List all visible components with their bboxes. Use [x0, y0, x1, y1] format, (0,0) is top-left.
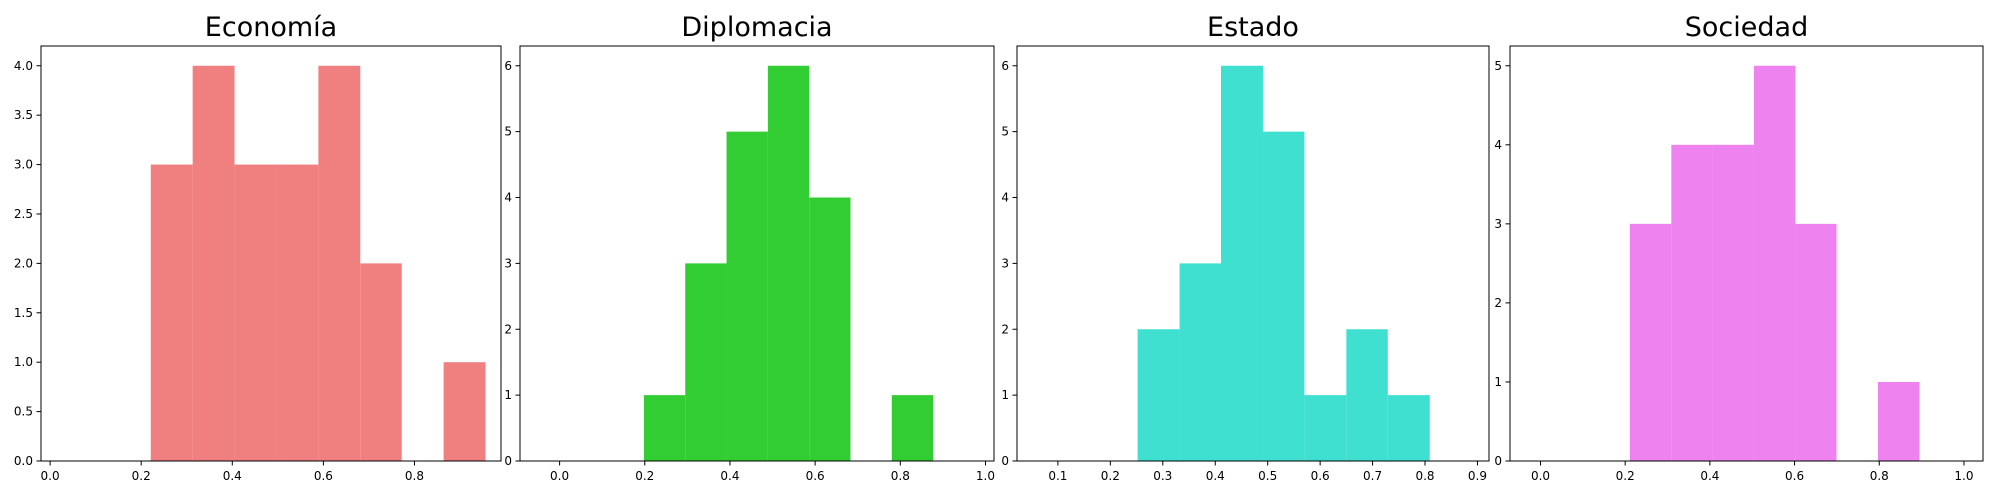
- bar: [1137, 329, 1180, 461]
- x-tick-label: 0.7: [1363, 469, 1382, 483]
- y-tick-label: 4: [1494, 138, 1502, 152]
- x-tick-label: 0.3: [1153, 469, 1172, 483]
- y-tick-label: 1: [504, 388, 512, 402]
- bar: [1221, 65, 1263, 461]
- x-tick-label: 0.6: [806, 469, 825, 483]
- x-tick-label: 0.1: [1048, 469, 1067, 483]
- chart-title: Sociedad: [1685, 12, 1808, 43]
- x-tick-label: 0.4: [720, 469, 739, 483]
- bar: [726, 131, 768, 461]
- bar: [318, 65, 361, 461]
- axes-frame: [519, 45, 995, 462]
- y-tick-label: 3: [1001, 256, 1009, 270]
- y-tick-label: 6: [504, 59, 512, 73]
- x-tick-label: 0.4: [1700, 469, 1719, 483]
- y-tick-label: 3.0: [14, 158, 33, 172]
- y-tick-label: 2: [1001, 322, 1009, 336]
- x-tick-label: 0.4: [1206, 469, 1225, 483]
- x-tick-label: 0.0: [41, 469, 60, 483]
- y-tick-label: 1: [1001, 388, 1009, 402]
- x-tick-label: 0.8: [1415, 469, 1434, 483]
- y-tick-label: 5: [1494, 59, 1502, 73]
- x-tick-label: 0.2: [1101, 469, 1120, 483]
- y-tick-label: 5: [504, 125, 512, 139]
- y-tick-label: 2.0: [14, 256, 33, 270]
- bar: [1304, 395, 1347, 461]
- y-tick-label: 0.5: [14, 405, 33, 419]
- axes-frame: [40, 45, 502, 462]
- x-tick-label: 0.8: [1870, 469, 1889, 483]
- bar: [443, 362, 486, 461]
- bar: [1877, 381, 1920, 461]
- chart-title: Diplomacia: [681, 12, 832, 43]
- x-tick-label: 0.6: [1311, 469, 1330, 483]
- bar: [276, 164, 319, 462]
- y-tick-label: 1: [1494, 375, 1502, 389]
- bar: [192, 65, 235, 461]
- y-tick-label: 0: [504, 454, 512, 468]
- bar: [891, 395, 934, 461]
- x-tick-label: 1.0: [1954, 469, 1973, 483]
- bar: [1795, 223, 1837, 461]
- bar: [767, 65, 810, 461]
- y-tick-label: 4: [504, 191, 512, 205]
- x-tick-label: 0.4: [223, 469, 242, 483]
- x-tick-label: 0.8: [891, 469, 910, 483]
- axes-frame: [1509, 45, 1984, 462]
- bar: [1262, 131, 1305, 461]
- x-tick-label: 0.0: [550, 469, 569, 483]
- bar: [1629, 223, 1672, 461]
- bar: [1671, 144, 1713, 462]
- x-tick-label: 1.0: [976, 469, 995, 483]
- x-tick-label: 0.5: [1258, 469, 1277, 483]
- x-tick-label: 0.2: [635, 469, 654, 483]
- axes-frame: [1016, 45, 1490, 462]
- bar: [234, 164, 277, 462]
- y-tick-label: 0: [1494, 454, 1502, 468]
- y-tick-label: 0.0: [14, 454, 33, 468]
- x-tick-label: 0.0: [1531, 469, 1550, 483]
- y-tick-label: 4.0: [14, 59, 33, 73]
- bar: [1346, 329, 1388, 461]
- y-tick-label: 4: [1001, 191, 1009, 205]
- y-tick-label: 2.5: [14, 207, 33, 221]
- bar: [685, 263, 727, 461]
- y-tick-label: 2: [1494, 296, 1502, 310]
- y-tick-label: 6: [1001, 59, 1009, 73]
- x-tick-label: 0.8: [405, 469, 424, 483]
- y-tick-label: 3: [1494, 217, 1502, 231]
- y-tick-label: 3.5: [14, 108, 33, 122]
- x-tick-label: 0.2: [132, 469, 151, 483]
- bar: [360, 263, 402, 461]
- bar: [1753, 65, 1796, 461]
- x-tick-label: 0.2: [1616, 469, 1635, 483]
- y-tick-label: 0: [1001, 454, 1009, 468]
- chart-title: Estado: [1207, 12, 1299, 43]
- bar: [643, 395, 686, 461]
- bar: [150, 164, 193, 462]
- chart-title: Economía: [205, 12, 337, 43]
- y-tick-label: 5: [1001, 125, 1009, 139]
- x-tick-label: 0.6: [314, 469, 333, 483]
- y-tick-label: 3: [504, 256, 512, 270]
- bar: [1712, 144, 1754, 462]
- y-tick-label: 2: [504, 322, 512, 336]
- bar: [1387, 395, 1430, 461]
- y-tick-label: 1.0: [14, 355, 33, 369]
- bar: [809, 197, 851, 461]
- y-tick-label: 1.5: [14, 306, 33, 320]
- x-tick-label: 0.9: [1468, 469, 1487, 483]
- x-tick-label: 0.6: [1785, 469, 1804, 483]
- bar: [1179, 263, 1222, 461]
